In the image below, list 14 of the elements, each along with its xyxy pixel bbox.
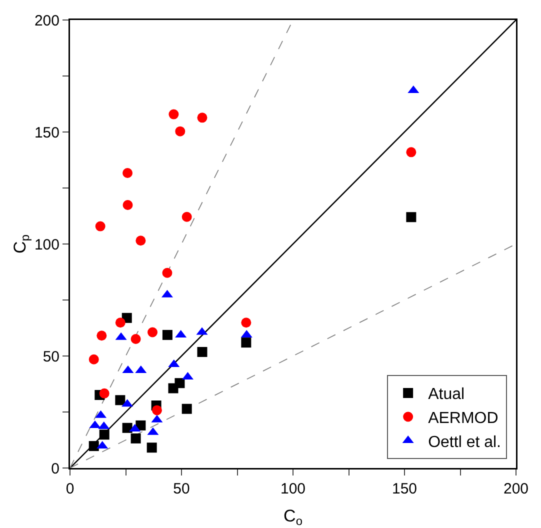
legend-label: Oettl et al. [428,434,501,451]
y-tick-label: 50 [42,348,60,366]
y-tick-label: 0 [51,460,60,478]
x-tick-label: 200 [503,480,529,498]
x-tick-label: 50 [173,480,190,498]
legend-label: Atual [428,386,465,404]
x-tick-label: 150 [392,480,418,498]
x-tick-label: 0 [66,480,74,498]
y-tick-label: 150 [34,124,60,142]
x-tick-label: 100 [280,480,306,498]
legend-label: AERMOD [428,410,498,427]
y-tick-label: 100 [34,236,60,254]
y-tick-label: 200 [34,12,60,30]
x-axis-title: C$_{o}$ [284,506,303,528]
